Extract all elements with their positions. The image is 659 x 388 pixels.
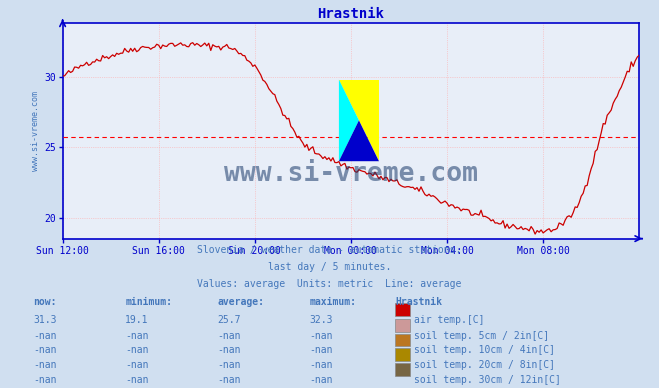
Text: Slovenia / weather data - automatic stations.: Slovenia / weather data - automatic stat…	[197, 245, 462, 255]
Text: now:: now:	[33, 297, 57, 307]
Text: www.si-vreme.com: www.si-vreme.com	[224, 161, 478, 187]
Text: -nan: -nan	[33, 345, 57, 355]
Bar	[395, 334, 410, 346]
Bar	[395, 348, 410, 361]
Text: maximum:: maximum:	[310, 297, 357, 307]
Bar	[395, 363, 410, 376]
Text: -nan: -nan	[217, 375, 241, 385]
Text: 31.3: 31.3	[33, 315, 57, 325]
Text: average:: average:	[217, 297, 264, 307]
Text: -nan: -nan	[125, 331, 149, 341]
Text: -nan: -nan	[310, 331, 333, 341]
Text: 32.3: 32.3	[310, 315, 333, 325]
Text: -nan: -nan	[217, 345, 241, 355]
Text: -nan: -nan	[125, 345, 149, 355]
Text: soil temp. 10cm / 4in[C]: soil temp. 10cm / 4in[C]	[414, 345, 555, 355]
Polygon shape	[339, 80, 379, 161]
Text: -nan: -nan	[217, 331, 241, 341]
Text: Values: average  Units: metric  Line: average: Values: average Units: metric Line: aver…	[197, 279, 462, 289]
Title: Hrastnik: Hrastnik	[318, 7, 384, 21]
Bar	[395, 319, 410, 332]
Text: soil temp. 30cm / 12in[C]: soil temp. 30cm / 12in[C]	[414, 375, 561, 385]
Text: -nan: -nan	[33, 331, 57, 341]
Text: -nan: -nan	[217, 360, 241, 370]
Polygon shape	[339, 80, 359, 161]
Bar	[395, 303, 410, 316]
Text: -nan: -nan	[310, 345, 333, 355]
Text: -nan: -nan	[33, 360, 57, 370]
Text: 19.1: 19.1	[125, 315, 149, 325]
Text: -nan: -nan	[125, 375, 149, 385]
Text: -nan: -nan	[33, 375, 57, 385]
Text: soil temp. 5cm / 2in[C]: soil temp. 5cm / 2in[C]	[414, 331, 549, 341]
Text: minimum:: minimum:	[125, 297, 172, 307]
Text: air temp.[C]: air temp.[C]	[414, 315, 484, 325]
Polygon shape	[339, 120, 379, 161]
Text: soil temp. 20cm / 8in[C]: soil temp. 20cm / 8in[C]	[414, 360, 555, 370]
Text: 25.7: 25.7	[217, 315, 241, 325]
Text: -nan: -nan	[125, 360, 149, 370]
Text: last day / 5 minutes.: last day / 5 minutes.	[268, 262, 391, 272]
Text: -nan: -nan	[310, 360, 333, 370]
Text: -nan: -nan	[310, 375, 333, 385]
Text: Hrastnik: Hrastnik	[395, 297, 442, 307]
Y-axis label: www.si-vreme.com: www.si-vreme.com	[31, 91, 40, 171]
